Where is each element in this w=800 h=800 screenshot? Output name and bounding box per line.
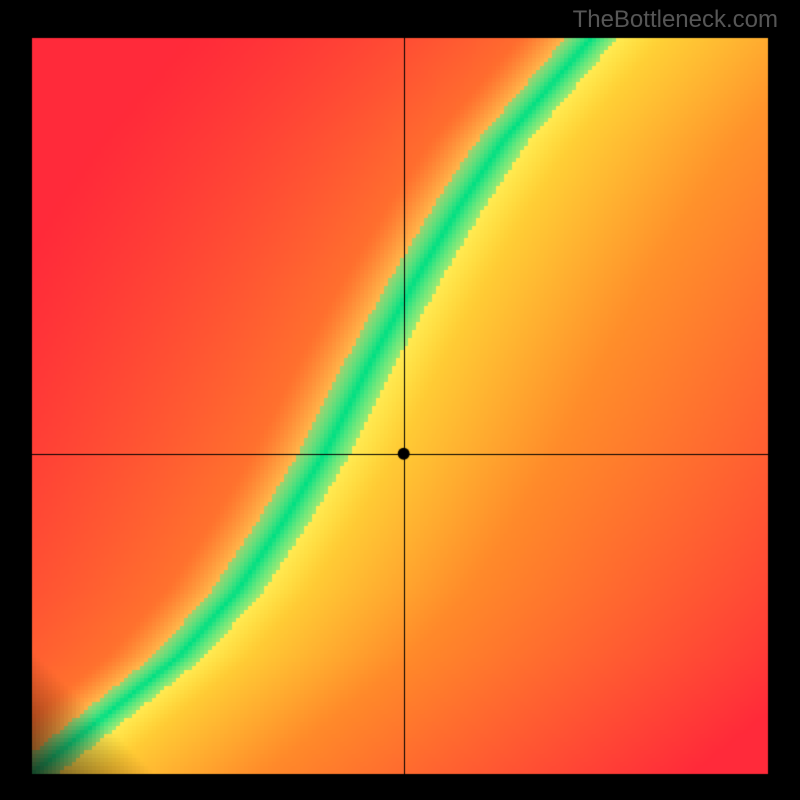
chart-container: TheBottleneck.com — [0, 0, 800, 800]
watermark-text: TheBottleneck.com — [573, 6, 778, 34]
heatmap-canvas — [0, 0, 800, 800]
